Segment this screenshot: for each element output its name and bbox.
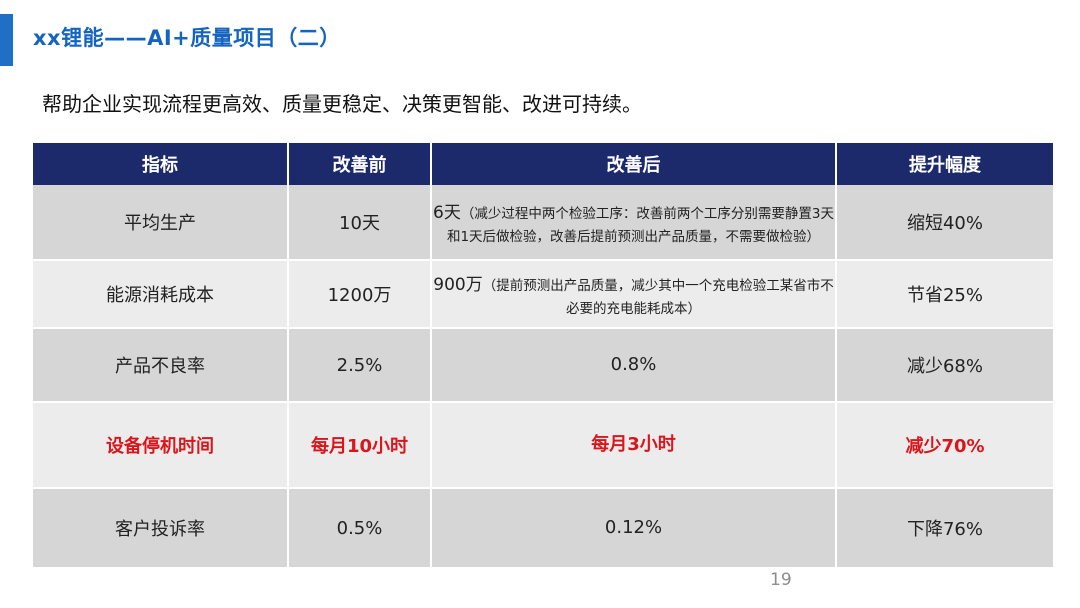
after-note: （提前预测出产品质量，减少其中一个充电检验工某省市不必要的充电能耗成本） (482, 278, 834, 317)
table-header-row: 指标 改善前 改善后 提升幅度 (33, 143, 1053, 185)
improvement-cell: 节省25% (836, 260, 1053, 329)
improvement-cell: 减少70% (836, 402, 1053, 489)
after-cell: 每月3小时 (431, 402, 837, 489)
indicator-cell: 客户投诉率 (33, 488, 289, 569)
table-row: 客户投诉率 0.5% 0.12% 下降76% (33, 488, 1053, 569)
after-cell: 6天（减少过程中两个检验工序：改善前两个工序分别需要静置3天和1天后做检验，改善… (431, 185, 837, 261)
after-value: 900万 (433, 275, 483, 295)
title-accent-bar (0, 14, 13, 66)
table-row: 平均生产 10天 6天（减少过程中两个检验工序：改善前两个工序分别需要静置3天和… (33, 185, 1053, 261)
column-header-before: 改善前 (288, 143, 432, 185)
before-cell: 1200万 (288, 260, 432, 329)
after-cell: 900万（提前预测出产品质量，减少其中一个充电检验工某省市不必要的充电能耗成本） (431, 260, 837, 329)
indicator-cell: 产品不良率 (33, 328, 289, 403)
after-value: 6天 (433, 203, 461, 223)
before-cell: 2.5% (288, 328, 432, 403)
slide-subtitle: 帮助企业实现流程更高效、质量更稳定、决策更智能、改进可持续。 (42, 92, 642, 116)
table-row-highlighted: 设备停机时间 每月10小时 每月3小时 减少70% (33, 402, 1053, 489)
column-header-after: 改善后 (431, 143, 837, 185)
column-header-indicator: 指标 (33, 143, 289, 185)
after-note: （减少过程中两个检验工序：改善前两个工序分别需要静置3天和1天后做检验，改善后提… (446, 206, 834, 245)
table-row: 产品不良率 2.5% 0.8% 减少68% (33, 328, 1053, 403)
indicator-cell: 能源消耗成本 (33, 260, 289, 329)
comparison-table: 指标 改善前 改善后 提升幅度 平均生产 10天 6天（减少过程中两个检验工序：… (33, 143, 1053, 569)
after-cell: 0.8% (431, 328, 837, 403)
improvement-cell: 下降76% (836, 488, 1053, 569)
improvement-cell: 缩短40% (836, 185, 1053, 261)
indicator-cell: 设备停机时间 (33, 402, 289, 489)
after-cell: 0.12% (431, 488, 837, 569)
table-row: 能源消耗成本 1200万 900万（提前预测出产品质量，减少其中一个充电检验工某… (33, 260, 1053, 329)
column-header-improvement: 提升幅度 (836, 143, 1053, 185)
before-cell: 每月10小时 (288, 402, 432, 489)
before-cell: 0.5% (288, 488, 432, 569)
indicator-cell: 平均生产 (33, 185, 289, 261)
before-cell: 10天 (288, 185, 432, 261)
slide-title: xx锂能——AI+质量项目（二） (33, 26, 341, 50)
page-number: 19 (770, 570, 792, 590)
improvement-cell: 减少68% (836, 328, 1053, 403)
